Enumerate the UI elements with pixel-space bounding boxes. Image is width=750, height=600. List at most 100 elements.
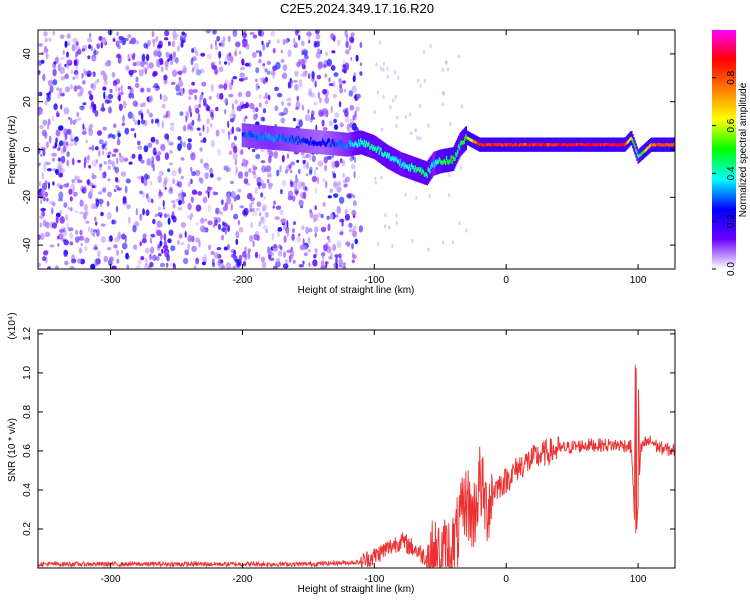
noise-speck (249, 208, 253, 213)
ridge-cell (355, 141, 357, 146)
noise-speck (97, 250, 101, 258)
noise-speck (309, 211, 314, 219)
noise-speck (152, 254, 157, 261)
noise-speck (140, 112, 144, 121)
noise-speck (249, 197, 256, 202)
y-tick-label: 0 (22, 146, 33, 152)
ridge-halo (364, 131, 366, 156)
ridge-cell (574, 143, 576, 147)
ridge-cell (617, 143, 619, 146)
ridge-cell (589, 143, 592, 147)
noise-speck (221, 211, 224, 216)
noise-speck (49, 94, 52, 98)
noise-speck (225, 165, 229, 173)
ridge-cell (317, 141, 319, 146)
noise-speck (238, 128, 241, 132)
noise-speck (380, 127, 384, 132)
noise-speck (40, 232, 45, 241)
noise-speck (172, 178, 176, 185)
ridge-cell (416, 167, 418, 172)
ridge-cell (387, 154, 390, 159)
ridge-cell (620, 142, 622, 146)
noise-speck (92, 229, 97, 233)
ridge-cell (630, 136, 632, 140)
noise-speck (396, 115, 399, 120)
noise-speck (125, 178, 131, 184)
noise-speck (157, 150, 162, 156)
noise-speck (293, 188, 300, 194)
noise-speck (123, 157, 129, 162)
noise-speck (117, 132, 122, 138)
noise-speck (116, 258, 120, 264)
noise-speck (334, 254, 340, 258)
ridge-cell (552, 143, 554, 147)
noise-speck (218, 60, 222, 65)
noise-speck (151, 118, 154, 124)
ridge-cell (525, 142, 527, 146)
ridge-cell (417, 167, 419, 172)
noise-speck (305, 226, 310, 235)
noise-speck (276, 38, 281, 44)
ridge-cell (434, 159, 437, 164)
noise-speck (156, 50, 162, 58)
noise-speck (294, 190, 299, 195)
noise-speck (127, 86, 132, 90)
noise-speck (88, 146, 93, 150)
ridge-cell (636, 150, 638, 154)
noise-speck (65, 141, 69, 148)
noise-speck (60, 76, 66, 81)
ridge-cell (348, 140, 351, 145)
noise-speck (59, 57, 65, 60)
ridge-halo (358, 130, 361, 155)
noise-speck (132, 224, 137, 233)
noise-speck (297, 181, 303, 190)
colorbar-tick-label: 0.4 (726, 166, 737, 180)
ridge-halo (277, 126, 280, 151)
ridge-cell (480, 142, 482, 146)
noise-speck (324, 51, 329, 57)
noise-speck (322, 202, 326, 207)
noise-speck (268, 182, 271, 186)
ridge-cell (343, 144, 345, 149)
noise-speck (77, 159, 81, 163)
noise-speck (187, 234, 193, 243)
ridge-cell (328, 138, 330, 143)
ridge-cell (410, 163, 413, 167)
noise-speck (220, 39, 225, 48)
ridge-cell (599, 143, 601, 147)
noise-speck (227, 35, 231, 43)
noise-speck (428, 194, 431, 199)
ridge-cell (369, 145, 371, 150)
noise-speck (163, 74, 168, 81)
ridge-cell (411, 165, 414, 170)
noise-speck (51, 115, 55, 122)
noise-speck (198, 177, 202, 182)
noise-speck (50, 77, 53, 84)
noise-speck (349, 36, 355, 43)
noise-speck (279, 165, 282, 173)
noise-speck (76, 111, 80, 118)
noise-speck (342, 179, 347, 184)
noise-speck (77, 117, 82, 121)
noise-speck (157, 122, 160, 127)
noise-speck (143, 145, 149, 153)
noise-speck (140, 60, 145, 68)
noise-speck (395, 213, 398, 218)
noise-speck (200, 52, 206, 57)
noise-speck (131, 93, 134, 100)
noise-speck (201, 81, 207, 87)
noise-speck (187, 181, 191, 187)
noise-speck (238, 50, 242, 55)
ridge-cell (654, 143, 656, 147)
ridge-cell (459, 141, 462, 146)
noise-speck (84, 210, 89, 216)
noise-speck (280, 189, 283, 195)
ridge-cell (671, 143, 673, 147)
noise-speck (308, 36, 311, 43)
ridge-cell (306, 138, 308, 143)
noise-speck (258, 221, 261, 228)
ridge-cell (496, 143, 498, 147)
noise-speck (182, 141, 186, 148)
noise-speck (208, 244, 212, 251)
ridge-cell (562, 142, 564, 146)
